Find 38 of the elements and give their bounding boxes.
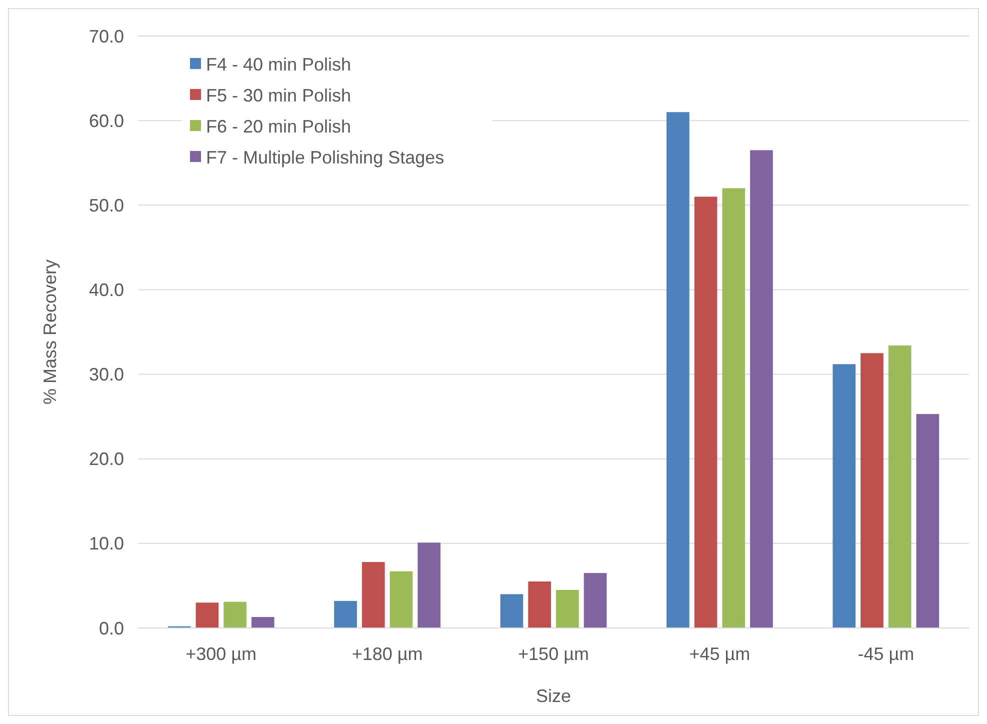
bar: [860, 353, 884, 628]
bar: [750, 150, 773, 628]
y-tick-label: 40.0: [88, 280, 124, 300]
y-tick-label: 30.0: [88, 364, 124, 385]
bar: [251, 617, 274, 628]
bar: [362, 562, 385, 628]
bar: [584, 573, 607, 628]
bar: [666, 112, 690, 628]
x-tick-label: +150 µm: [518, 644, 589, 664]
bar: [500, 594, 524, 628]
x-tick-label: +45 µm: [689, 644, 750, 664]
legend-label: F7 - Multiple Polishing Stages: [206, 147, 444, 168]
bar: [196, 602, 219, 628]
bar: [556, 590, 579, 628]
y-tick-label: 0.0: [98, 618, 124, 638]
bar: [832, 364, 856, 628]
bar: [224, 602, 246, 628]
x-tick-label: +180 µm: [352, 644, 423, 664]
y-tick-label: 20.0: [88, 449, 124, 470]
bar: [528, 581, 551, 628]
legend-label: F6 - 20 min Polish: [206, 116, 352, 136]
bar: [916, 414, 940, 628]
x-tick-label: -45 µm: [858, 644, 914, 664]
legend-label: F5 - 30 min Polish: [206, 85, 352, 106]
bar: [694, 196, 718, 628]
x-tick-label: +300 µm: [186, 644, 257, 664]
bar: [888, 346, 912, 628]
bar: [722, 188, 746, 628]
bar: [334, 600, 357, 628]
legend-label: F4 - 40 min Polish: [206, 54, 352, 74]
y-axis-title: % Mass Recovery: [40, 259, 60, 405]
y-tick-label: 10.0: [88, 534, 124, 554]
y-tick-label: 60.0: [88, 110, 124, 131]
bar: [390, 571, 413, 628]
y-tick-label: 70.0: [88, 26, 124, 46]
bar: [418, 542, 440, 628]
y-tick-label: 50.0: [88, 195, 124, 216]
x-axis-title: Size: [536, 686, 572, 706]
